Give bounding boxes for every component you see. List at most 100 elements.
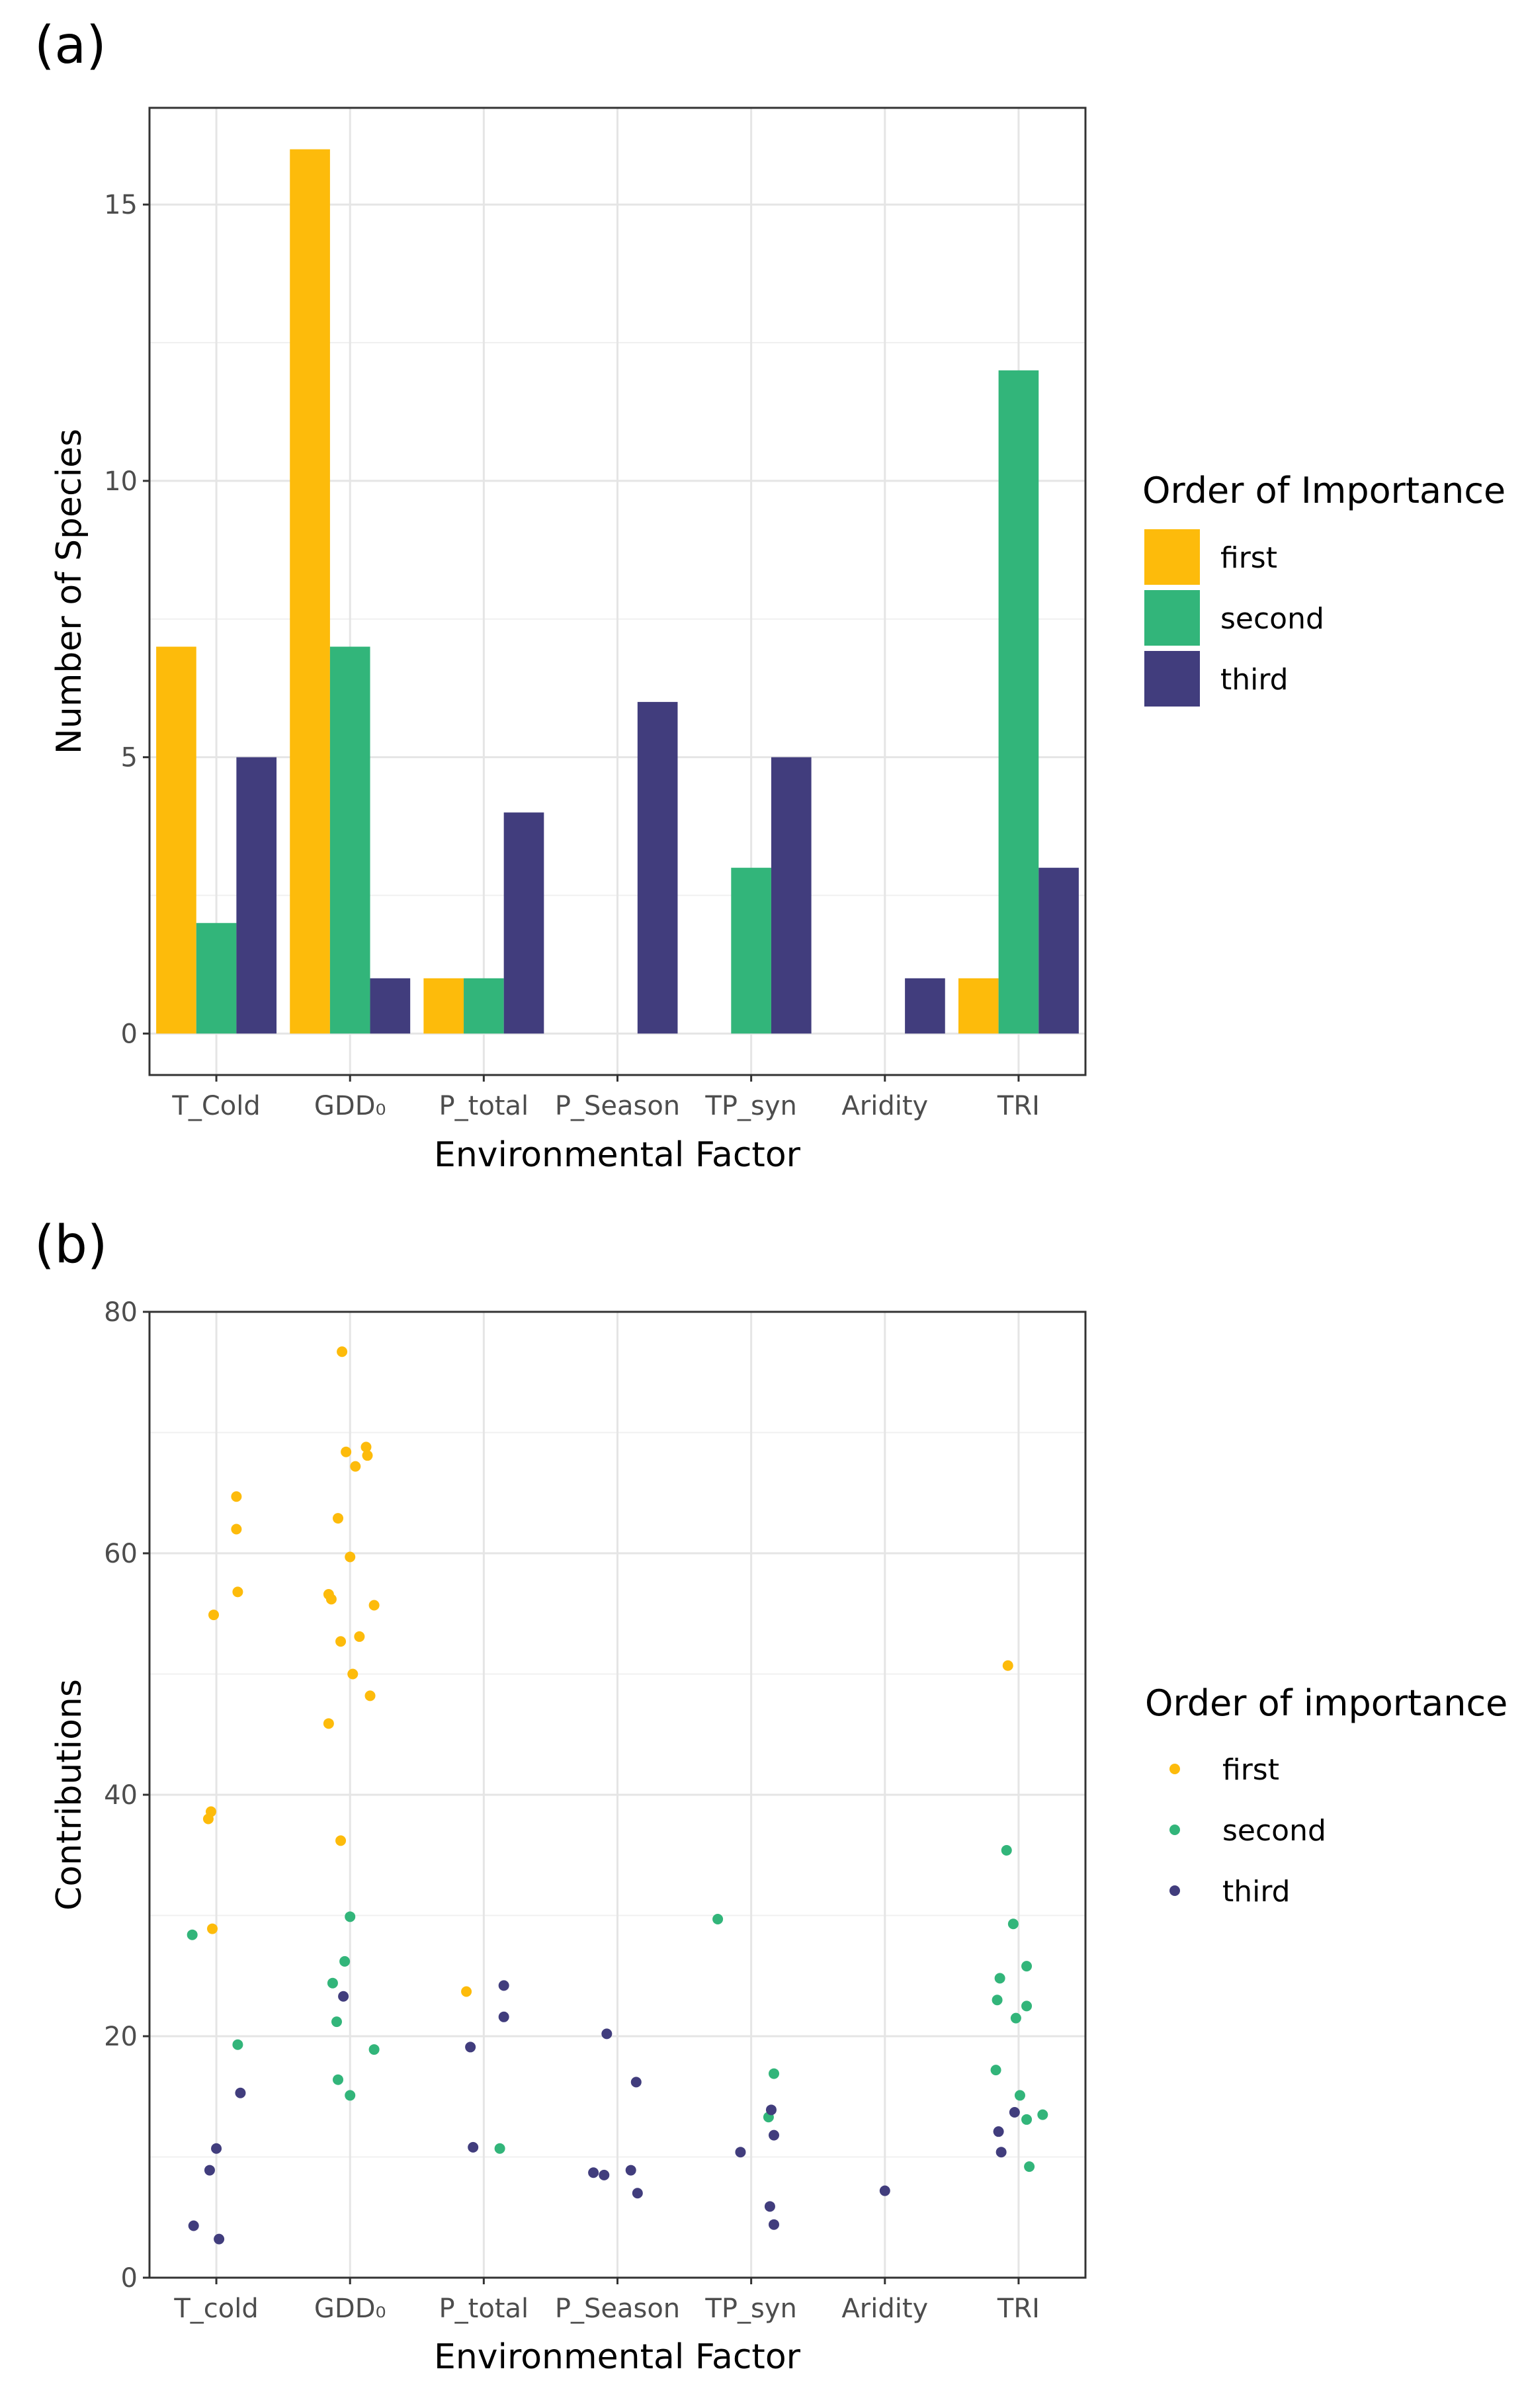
- point-third: [765, 2104, 777, 2116]
- point-third: [993, 2126, 1004, 2137]
- point-third: [769, 2129, 780, 2141]
- bar-gdd-third: [370, 978, 411, 1034]
- panel-b-x-tick-label-t-cold: T_cold: [173, 2294, 258, 2324]
- legend-swatch-second: [1144, 590, 1200, 646]
- panel-a-y-tick-label: 15: [104, 190, 138, 220]
- point-second: [333, 2074, 344, 2085]
- bar-tri-third: [1038, 867, 1079, 1034]
- legend-label-second: second: [1220, 602, 1324, 636]
- point-second: [187, 1929, 198, 1940]
- point-second: [1014, 2090, 1025, 2101]
- point-third: [498, 1980, 509, 1991]
- bar-tri-second: [998, 370, 1039, 1034]
- legend-point-second: [1169, 1825, 1180, 1835]
- point-first: [345, 1551, 356, 1563]
- bar-aridity-third: [905, 978, 945, 1034]
- bar-tp-syn-second: [731, 867, 771, 1034]
- point-first: [1002, 1660, 1013, 1671]
- point-first: [335, 1835, 347, 1846]
- point-second: [345, 1911, 356, 1922]
- panel-a-x-tick-label-tp-syn: TP_syn: [704, 1091, 796, 1121]
- legend-label-second: second: [1222, 1814, 1326, 1848]
- point-first: [335, 1636, 347, 1647]
- legend-label-third: third: [1220, 663, 1289, 697]
- bar-gdd-first: [290, 149, 330, 1034]
- panel-b-y-tick-label: 20: [104, 2022, 138, 2052]
- point-first: [323, 1718, 334, 1729]
- point-third: [735, 2147, 746, 2158]
- point-first: [202, 1813, 214, 1825]
- panel-b-y-tick-label: 80: [104, 1297, 138, 1328]
- point-third: [995, 2147, 1007, 2158]
- point-third: [468, 2141, 479, 2153]
- panel-a-x-tick-label-aridity: Aridity: [841, 1091, 928, 1121]
- point-second: [769, 2068, 780, 2079]
- point-second: [232, 2039, 243, 2050]
- point-first: [364, 1690, 376, 1701]
- panel-a-y-tick-label: 5: [121, 743, 138, 773]
- panel-b-x-axis-title: Environmental Factor: [434, 2337, 801, 2377]
- point-first: [231, 1524, 242, 1535]
- point-third: [1009, 2106, 1020, 2118]
- panel-b-y-tick-label: 0: [121, 2263, 138, 2294]
- point-second: [1001, 1844, 1012, 1856]
- point-first: [208, 1610, 220, 1621]
- point-second: [1010, 2012, 1021, 2024]
- point-second: [1024, 2161, 1035, 2172]
- point-third: [204, 2165, 215, 2176]
- panel-a-x-axis-title: Environmental Factor: [434, 1135, 801, 1175]
- point-third: [235, 2087, 246, 2098]
- panel-b-x-tick-label-gdd: GDD₀: [314, 2294, 386, 2324]
- bar-p-total-third: [503, 812, 544, 1034]
- point-first: [360, 1441, 372, 1453]
- point-first: [368, 1600, 380, 1611]
- panel-b-y-axis-title: Contributions: [50, 1679, 89, 1911]
- bar-p-total-second: [464, 978, 504, 1034]
- bar-t-cold-third: [236, 757, 277, 1034]
- panel-b-x-ticks: T_cold GDD₀ P_total P_Season TP_syn Aridity TR…: [173, 2278, 1040, 2324]
- point-third: [338, 1991, 349, 2002]
- point-second: [494, 2143, 505, 2154]
- bar-tp-syn-third: [771, 757, 812, 1034]
- point-first: [461, 1986, 472, 1997]
- panel-b: (b) 0 20 40 60 80 T_cold GDD₀ P_total P_Season T…: [34, 1215, 1507, 2377]
- point-second: [1007, 1918, 1019, 1930]
- legend-label-first: first: [1222, 1753, 1279, 1787]
- panel-a-x-tick-label-t-cold: T_Cold: [171, 1091, 260, 1121]
- point-first: [232, 1586, 243, 1598]
- panel-a-y-tick-label: 10: [104, 466, 138, 497]
- point-second: [712, 1913, 724, 1924]
- point-first: [337, 1346, 348, 1357]
- point-third: [465, 2042, 476, 2053]
- bar-t-cold-second: [196, 923, 237, 1034]
- panel-b-y-tick-label: 40: [104, 1780, 138, 1811]
- point-second: [327, 1977, 338, 1989]
- panel-b-legend: Order of importance first second third: [1145, 1682, 1507, 1909]
- point-third: [188, 2220, 199, 2231]
- bar-gdd-second: [329, 646, 370, 1034]
- point-third: [632, 2188, 643, 2199]
- panel-a-x-tick-label-gdd: GDD₀: [314, 1091, 386, 1121]
- bar-t-cold-first: [156, 646, 196, 1034]
- panel-a-label: (a): [34, 16, 106, 75]
- panel-a-legend-title: Order of Importance: [1142, 470, 1505, 511]
- point-third: [214, 2233, 225, 2245]
- point-first: [325, 1594, 337, 1605]
- point-first: [207, 1923, 218, 1934]
- legend-label-first: first: [1220, 541, 1277, 575]
- point-second: [345, 2090, 356, 2101]
- point-second: [992, 1995, 1003, 2006]
- point-first: [362, 1450, 373, 1461]
- point-third: [625, 2165, 636, 2176]
- panel-b-legend-title: Order of importance: [1145, 1682, 1507, 1724]
- panel-b-x-tick-label-p-season: P_Season: [555, 2294, 680, 2324]
- panel-a-x-tick-label-tri: TRI: [997, 1091, 1040, 1121]
- panel-b-x-tick-label-p-total: P_total: [439, 2294, 529, 2324]
- bar-p-season-third: [637, 702, 678, 1034]
- panel-b-y-tick-label: 60: [104, 1539, 138, 1569]
- panel-b-label: (b): [34, 1215, 107, 1275]
- point-first: [347, 1668, 359, 1680]
- panel-b-x-tick-label-tp-syn: TP_syn: [704, 2294, 796, 2324]
- panel-a-x-ticks: T_Cold GDD₀ P_total P_Season TP_syn Aridity TR…: [171, 1075, 1040, 1121]
